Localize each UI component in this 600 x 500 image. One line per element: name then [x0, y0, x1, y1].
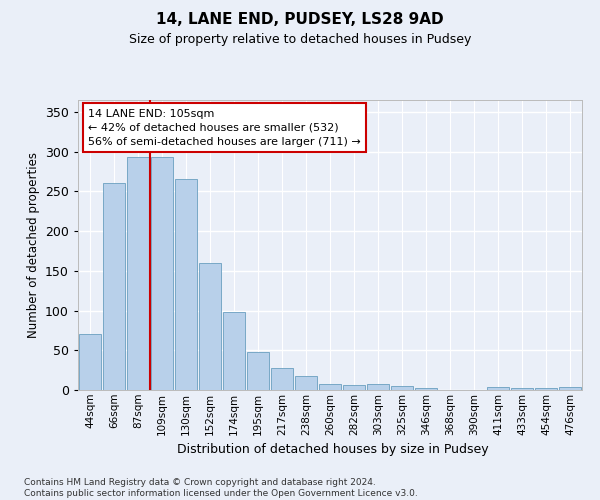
Bar [415, 388, 437, 390]
Bar [391, 386, 413, 390]
Bar [271, 368, 293, 390]
Bar [175, 180, 197, 390]
Y-axis label: Number of detached properties: Number of detached properties [26, 152, 40, 338]
Text: Contains HM Land Registry data © Crown copyright and database right 2024.
Contai: Contains HM Land Registry data © Crown c… [24, 478, 418, 498]
Bar [247, 352, 269, 390]
Bar [295, 376, 317, 390]
Bar [487, 387, 509, 390]
Text: 14 LANE END: 105sqm
← 42% of detached houses are smaller (532)
56% of semi-detac: 14 LANE END: 105sqm ← 42% of detached ho… [88, 108, 361, 146]
Bar [79, 334, 101, 390]
Bar [199, 263, 221, 390]
Text: 14, LANE END, PUDSEY, LS28 9AD: 14, LANE END, PUDSEY, LS28 9AD [156, 12, 444, 28]
Bar [559, 387, 581, 390]
Bar [223, 312, 245, 390]
Text: Distribution of detached houses by size in Pudsey: Distribution of detached houses by size … [177, 442, 489, 456]
Bar [535, 388, 557, 390]
Bar [103, 184, 125, 390]
Bar [367, 384, 389, 390]
Bar [319, 384, 341, 390]
Bar [343, 385, 365, 390]
Bar [511, 388, 533, 390]
Text: Size of property relative to detached houses in Pudsey: Size of property relative to detached ho… [129, 32, 471, 46]
Bar [151, 157, 173, 390]
Bar [127, 157, 149, 390]
